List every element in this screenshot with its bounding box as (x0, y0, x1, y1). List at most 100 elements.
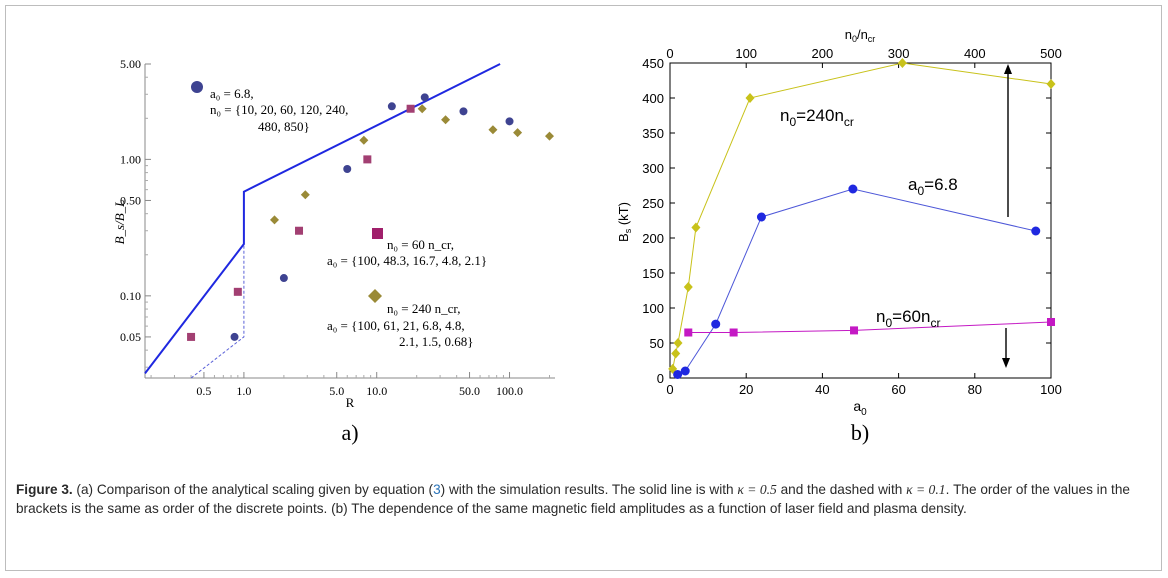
model-line-kappa-0-1 (190, 244, 245, 379)
point-a68 (1031, 226, 1041, 236)
series-label-n240: n0=240ncr (780, 106, 854, 129)
point-n0-60 (187, 332, 196, 341)
series-line-n240 (672, 62, 1052, 369)
point-a68 (711, 319, 721, 329)
panel-b-top-xtick-label: 500 (1040, 46, 1062, 61)
point-a68 (756, 212, 766, 222)
panel-b-xticks: 0 20 40 60 80 100 (666, 373, 1062, 397)
panel-b-ytick-label: 300 (642, 161, 664, 176)
panel-a-chart: 0.05 0.10 0.50 1.00 5.00 0.5 1.0 5.0 10.0 50.0 10… (112, 57, 555, 445)
panel-a-xtick-label: 5.0 (329, 384, 344, 398)
panel-a-ytick-label: 5.00 (120, 57, 141, 71)
panel-b-xtick-label: 40 (815, 382, 829, 397)
panel-b-top-xtick-label: 400 (964, 46, 986, 61)
point-n60 (729, 328, 738, 337)
arrow-down-head (1002, 358, 1010, 368)
point-n0-60 (233, 287, 242, 296)
annotation-a0-line3: 480, 850} (258, 119, 310, 134)
series-label-a68: a0=6.8 (908, 175, 958, 198)
panel-b-ytick-label: 450 (642, 56, 664, 71)
series-label-n60: n0=60ncr (876, 307, 940, 330)
caption-equation-link[interactable]: 3 (433, 482, 441, 497)
panel-a-ylabel: B_s/B_L (112, 200, 127, 245)
panel-a-model-lines (144, 63, 501, 379)
point-n0-240 (359, 135, 369, 145)
point-n240 (673, 338, 683, 348)
point-n0-240 (441, 115, 451, 125)
point-n240 (691, 222, 701, 233)
panel-a-xtick-label: 0.5 (196, 384, 211, 398)
point-a0-6-8 (420, 93, 429, 102)
point-a0-6-8 (230, 332, 239, 341)
panel-a-xtick-label: 10.0 (366, 384, 387, 398)
point-n0-240 (513, 128, 523, 138)
point-n240 (1046, 79, 1056, 89)
annotation-n240-line2: a₀ = {100, 61, 21, 6.8, 4.8, (327, 318, 465, 333)
model-line-kappa-0-5 (144, 63, 501, 375)
annotation-n240-line1: n₀ = 240 n_cr, (387, 301, 460, 316)
panel-b-chart: 0 50 100 150 200 250 300 350 400 450 0 20 40 60 80 100… (616, 27, 1062, 445)
panel-b-ytick-label: 150 (642, 266, 664, 281)
legend-marker-a0 (191, 81, 203, 93)
point-a0-6-8 (279, 274, 288, 283)
caption-text-3: and the dashed with (776, 482, 907, 497)
caption-text-2: ) with the simulation results. The solid… (440, 482, 738, 497)
panel-b-ytick-label: 0 (657, 371, 664, 386)
panel-a-xticks: 0.5 1.0 5.0 10.0 50.0 100.0 (150, 372, 551, 398)
annotation-a0-line2: n₀ = {10, 20, 60, 120, 240, (210, 102, 348, 117)
panel-a-ytick-label: 0.10 (120, 289, 141, 303)
point-a0-6-8 (387, 102, 396, 111)
panel-a-label: a) (341, 420, 358, 445)
panel-a-xlabel: R (346, 395, 355, 410)
point-n0-240 (300, 190, 310, 200)
point-n0-60 (295, 226, 304, 235)
panel-b-ytick-label: 250 (642, 196, 664, 211)
series-line-a68 (677, 188, 1036, 375)
caption-kappa-2: κ = 0.1 (906, 482, 946, 497)
panel-b-series (668, 58, 1056, 379)
point-n60 (1047, 318, 1055, 326)
panel-b-label: b) (851, 420, 869, 445)
arrow-up-head (1004, 64, 1012, 74)
annotation-a0-line1: a₀ = 6.8, (210, 86, 254, 101)
annotation-n60-line2: a₀ = {100, 48.3, 16.7, 4.8, 2.1} (327, 253, 487, 268)
point-a0-6-8 (343, 165, 352, 174)
panel-b-xlabel: a0 (853, 398, 867, 418)
panel-b-frame (669, 62, 1052, 379)
point-a0-6-8 (459, 107, 468, 116)
series-line-n60 (688, 321, 1052, 333)
panel-b-top-xtick-label: 200 (812, 46, 834, 61)
panel-b-ylabel: Bs (kT) (616, 202, 633, 242)
caption-text-4: . The order of the values in the bracket… (16, 482, 1130, 516)
point-n240 (683, 282, 693, 292)
panel-b-xtick-label: 0 (666, 382, 673, 397)
panel-a-points (187, 93, 555, 341)
panel-a-yticks: 0.05 0.10 0.50 1.00 5.00 (120, 57, 151, 368)
panel-a-ytick-label: 0.05 (120, 330, 141, 344)
panel-b-top-xticks: 0 100 200 300 400 500 (666, 46, 1062, 68)
panel-b-ytick-label: 400 (642, 91, 664, 106)
caption-text-1: (a) Comparison of the analytical scaling… (72, 482, 434, 497)
panel-b-ytick-label: 200 (642, 231, 664, 246)
point-a68 (848, 184, 858, 194)
point-n240 (897, 58, 907, 68)
point-n0-240 (488, 125, 498, 135)
caption-figure-number: Figure 3. (16, 482, 73, 497)
point-n240 (671, 348, 681, 359)
panel-b-ytick-label: 50 (650, 336, 664, 351)
point-n0-240 (545, 131, 555, 141)
panel-b-ytick-label: 350 (642, 126, 664, 141)
panel-a-xtick-label: 1.0 (236, 384, 251, 398)
panel-b-top-xtick-label: 0 (666, 46, 673, 61)
point-a68 (673, 370, 683, 379)
point-n0-60 (363, 155, 372, 164)
caption-kappa-1: κ = 0.5 (737, 482, 777, 497)
point-n60 (850, 326, 859, 335)
point-n0-240 (270, 215, 280, 225)
point-n0-240 (417, 104, 427, 114)
panel-b-xtick-label: 100 (1040, 382, 1062, 397)
panel-a-xtick-label: 100.0 (496, 384, 523, 398)
annotation-n240-line3: 2.1, 1.5, 0.68} (399, 334, 474, 349)
panel-b-xtick-label: 60 (891, 382, 905, 397)
point-n60 (684, 328, 693, 337)
